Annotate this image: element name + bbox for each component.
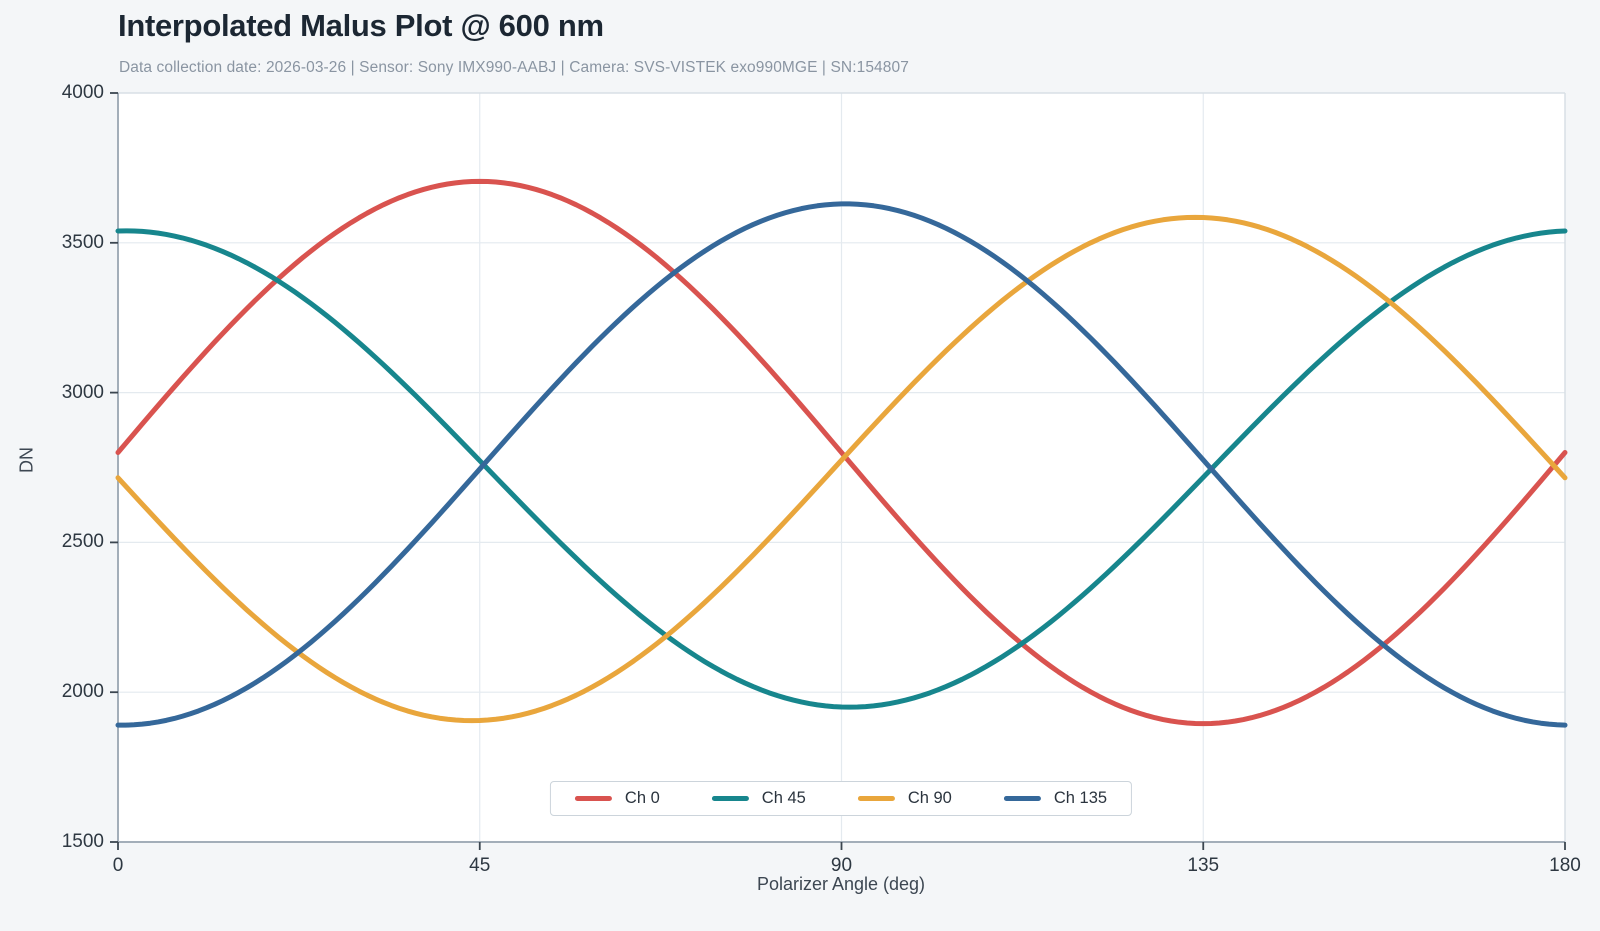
y-tick-label: 3000 [61,381,104,403]
legend-swatch-icon [857,796,895,801]
series-line-ch-90 [115,214,1568,724]
y-tick-label: 1500 [61,831,104,852]
x-tick-label: 45 [469,855,491,876]
y-tick-label: 2000 [61,681,104,703]
chart-title: Interpolated Malus Plot @ 600 nm [118,8,604,43]
legend-label: Ch 90 [907,789,952,807]
y-tick-label: 4000 [61,82,104,103]
legend: Ch 0 Ch 45 Ch 90 Ch 135 [549,781,1133,816]
legend-item-ch-45: Ch 45 [711,789,806,808]
legend-label: Ch 45 [761,789,806,807]
legend-item-ch-90: Ch 90 [857,789,952,808]
legend-swatch-icon [711,796,749,801]
chart-subtitle: Data collection date: 2026-03-26 | Senso… [119,59,909,76]
legend-swatch-icon [574,796,612,801]
y-tick-label: 3500 [61,231,104,253]
legend-label: Ch 0 [624,789,660,807]
x-tick-label: 180 [1549,855,1581,876]
y-axis-title: DN [16,447,37,473]
series-line-ch-0 [115,178,1568,727]
series-line-ch-135 [115,201,1568,728]
x-tick-label: 0 [112,855,124,876]
legend-label: Ch 135 [1053,789,1108,807]
y-tick-label: 2500 [61,531,104,553]
series-line-ch-45 [115,228,1568,710]
x-axis-title: Polarizer Angle (deg) [756,874,926,894]
legend-item-ch-0: Ch 0 [574,789,660,808]
legend-item-ch-135: Ch 135 [1003,789,1108,808]
x-tick-label: 135 [1187,855,1220,876]
legend-swatch-icon [1003,796,1041,801]
x-tick-label: 90 [830,855,853,876]
